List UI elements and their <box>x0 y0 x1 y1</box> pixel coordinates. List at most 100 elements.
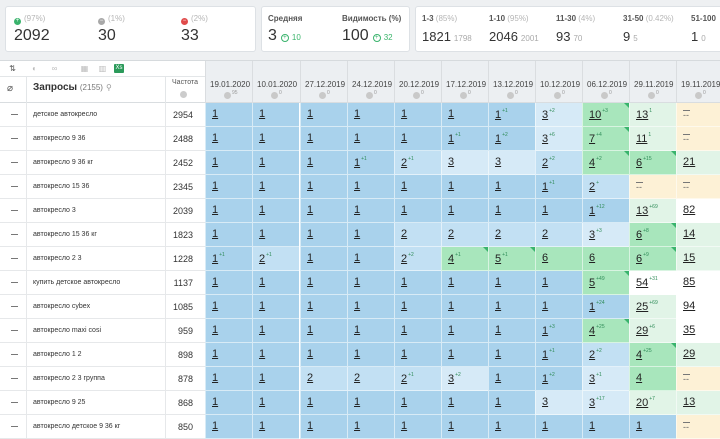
row-toggle[interactable] <box>11 138 18 139</box>
queries-column-header[interactable]: Запросы (2155) ⚲ <box>33 82 112 93</box>
position-value[interactable]: 5+49 <box>589 276 605 289</box>
position-cell[interactable]: 1 <box>300 199 347 223</box>
position-cell[interactable]: 29+6 <box>629 319 676 343</box>
date-column-header[interactable]: 13.12.2019 0 <box>488 61 535 103</box>
position-cell[interactable]: -- <box>676 103 720 127</box>
position-cell[interactable]: 1 <box>347 223 394 247</box>
position-value[interactable]: 6 <box>542 252 549 264</box>
position-cell[interactable]: 5+1 <box>488 247 535 271</box>
position-value[interactable]: 1 <box>448 420 455 432</box>
position-value[interactable]: 4+2 <box>589 156 602 169</box>
position-value[interactable]: 1 <box>354 276 361 288</box>
position-cell[interactable]: 1 <box>252 151 299 175</box>
position-value[interactable]: 1 <box>259 204 266 216</box>
position-cell[interactable]: 1 <box>205 271 252 295</box>
position-value[interactable]: 1 <box>354 420 361 432</box>
position-value[interactable]: 3+1 <box>589 372 602 385</box>
position-value[interactable]: 1 <box>448 108 455 120</box>
position-cell[interactable]: 2+2 <box>394 247 441 271</box>
position-value[interactable]: 2 <box>448 228 455 240</box>
settings-gear-icon[interactable] <box>180 91 187 98</box>
position-value[interactable]: 1 <box>212 348 219 360</box>
position-value[interactable]: 1 <box>212 324 219 336</box>
position-cell[interactable]: -- <box>676 367 720 391</box>
date-column-header[interactable]: 19.01.2020 95 <box>205 61 252 103</box>
position-value[interactable]: 1 <box>448 348 455 360</box>
position-cell[interactable]: 1+1 <box>535 343 582 367</box>
position-value[interactable]: 1 <box>542 300 549 312</box>
position-value[interactable]: 2 <box>495 228 502 240</box>
row-toggle[interactable] <box>11 354 18 355</box>
position-value[interactable]: 1 <box>307 420 314 432</box>
position-cell[interactable]: 1 <box>488 271 535 295</box>
position-value[interactable]: 3 <box>448 156 455 168</box>
position-value[interactable]: 1 <box>212 180 219 192</box>
position-value[interactable]: 1 <box>495 300 502 312</box>
position-cell[interactable]: 1 <box>347 343 394 367</box>
position-value[interactable]: 1 <box>259 372 266 384</box>
position-cell[interactable]: 2+1 <box>394 151 441 175</box>
position-cell[interactable]: 1 <box>535 271 582 295</box>
position-value[interactable]: 20+7 <box>636 396 655 409</box>
position-value[interactable]: 1 <box>259 108 266 120</box>
row-toggle[interactable] <box>11 330 18 331</box>
position-cell[interactable]: 25+69 <box>629 295 676 319</box>
position-value[interactable]: 1+12 <box>589 204 605 217</box>
position-value[interactable]: 1 <box>495 348 502 360</box>
position-cell[interactable]: 1 <box>441 415 488 439</box>
position-cell[interactable]: 1 <box>582 415 629 439</box>
position-cell[interactable]: 82 <box>676 199 720 223</box>
position-value[interactable]: 15 <box>683 252 696 264</box>
position-value[interactable]: 1 <box>307 324 314 336</box>
position-value[interactable]: 1 <box>212 372 219 384</box>
position-value[interactable]: 1 <box>354 252 361 264</box>
position-value[interactable]: 1 <box>307 252 314 264</box>
position-value[interactable]: 2+1 <box>401 372 414 385</box>
position-value[interactable]: 29+6 <box>636 324 655 337</box>
position-cell[interactable]: 1 <box>441 295 488 319</box>
position-cell[interactable]: 4 <box>629 367 676 391</box>
position-cell[interactable]: -- <box>629 175 676 199</box>
position-value[interactable]: 1 <box>259 156 266 168</box>
excel-export-icon[interactable]: Xs <box>114 64 124 73</box>
row-toggle[interactable] <box>11 402 18 403</box>
position-value[interactable]: 1 <box>212 108 219 120</box>
position-cell[interactable]: 1 <box>252 295 299 319</box>
position-cell[interactable]: 13+69 <box>629 199 676 223</box>
position-value[interactable]: 1 <box>401 276 408 288</box>
position-value[interactable]: 85 <box>683 276 696 288</box>
position-value[interactable]: 3+2 <box>542 108 555 121</box>
position-cell[interactable]: 1 <box>300 391 347 415</box>
position-value[interactable]: 1 <box>354 300 361 312</box>
position-cell[interactable]: 15 <box>676 247 720 271</box>
position-value[interactable]: 1 <box>636 420 643 432</box>
position-value[interactable]: 1 <box>307 132 314 144</box>
position-cell[interactable]: 1 <box>394 127 441 151</box>
position-cell[interactable]: 1 <box>347 199 394 223</box>
position-cell[interactable]: -- <box>676 127 720 151</box>
position-cell[interactable]: 1 <box>347 415 394 439</box>
position-value[interactable]: 4+1 <box>448 252 461 265</box>
position-cell[interactable]: 1+24 <box>582 295 629 319</box>
position-value[interactable]: 6+8 <box>636 228 649 241</box>
position-cell[interactable]: 2 <box>535 223 582 247</box>
position-value[interactable]: -- <box>683 422 690 432</box>
position-value[interactable]: -- <box>636 182 643 192</box>
position-value[interactable]: 10+3 <box>589 108 608 121</box>
row-toggle[interactable] <box>11 162 18 163</box>
position-cell[interactable]: 2+1 <box>252 247 299 271</box>
date-column-header[interactable]: 27.12.2019 0 <box>300 61 347 103</box>
position-value[interactable]: 1 <box>401 300 408 312</box>
position-value[interactable]: 1 <box>495 372 502 384</box>
position-cell[interactable]: 1 <box>252 367 299 391</box>
position-cell[interactable]: 1 <box>252 271 299 295</box>
position-value[interactable]: 1 <box>401 324 408 336</box>
position-cell[interactable]: 1 <box>205 319 252 343</box>
position-value[interactable]: 1 <box>212 276 219 288</box>
position-value[interactable]: 14 <box>683 228 696 240</box>
position-value[interactable]: 2 <box>307 372 314 384</box>
sort-icon[interactable]: ⇅ <box>9 64 16 73</box>
position-value[interactable]: 1 <box>401 204 408 216</box>
position-cell[interactable]: -- <box>676 175 720 199</box>
position-value[interactable]: 1 <box>307 180 314 192</box>
